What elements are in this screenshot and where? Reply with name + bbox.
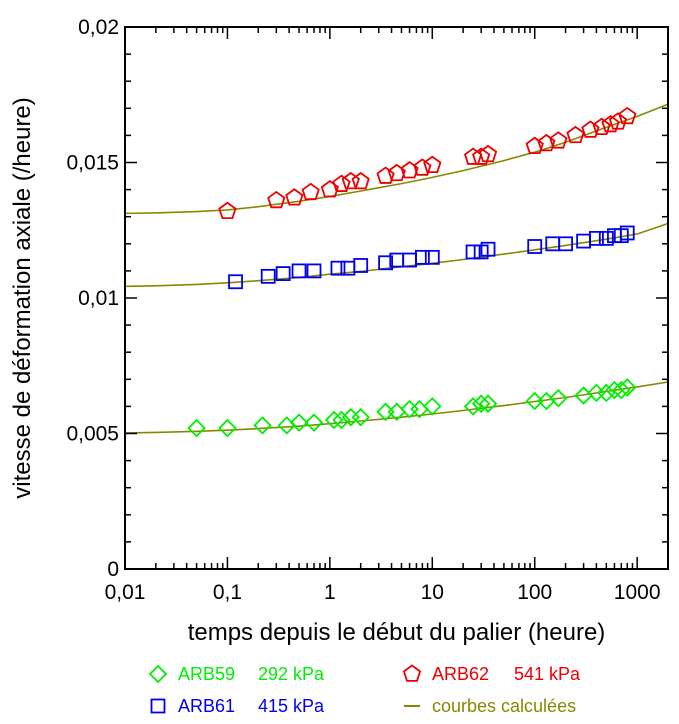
data-point-arb62: [332, 174, 351, 192]
data-point-arb59: [612, 380, 631, 400]
data-point-arb59: [187, 418, 206, 438]
data-point-arb59: [617, 378, 637, 397]
data-point-arb61: [619, 225, 635, 241]
data-point-arb59: [478, 394, 498, 413]
data-point-arb62: [387, 163, 406, 182]
y-tick-label: 0,01: [78, 287, 119, 310]
legend-value: 415 kPa: [258, 696, 325, 716]
data-point-arb62: [413, 158, 432, 176]
legend-marker-pentagon: [402, 664, 422, 682]
plot-frame: [124, 26, 669, 570]
y-axis-title: vitesse de déformation axiale (/heure): [9, 97, 36, 499]
x-tick-label: 0,01: [105, 581, 146, 604]
data-point-arb61: [424, 249, 440, 265]
legend-marker-diamond: [148, 664, 168, 684]
data-point-arb61: [275, 266, 291, 282]
legend-marker-square: [150, 698, 166, 714]
data-point-arb62: [525, 136, 544, 155]
data-point-arb62: [592, 117, 611, 136]
x-tick-label: 1: [324, 581, 336, 604]
data-point-arb62: [566, 125, 585, 144]
legend: ARB59 292 kPa ARB62 541 kPa ARB61 415 kPa cour…: [148, 664, 581, 716]
data-point-arb59: [597, 383, 616, 403]
data-point-arb62: [341, 171, 360, 190]
data-point-arb62: [376, 166, 395, 184]
x-tick-label: 1000: [614, 581, 661, 604]
data-point-arb61: [598, 230, 614, 246]
x-tick-label: 10: [421, 581, 444, 604]
data-point-arb61: [527, 239, 543, 254]
x-tick-label: 100: [517, 581, 552, 604]
data-point-arb59: [253, 416, 272, 435]
data-point-arb59: [423, 397, 442, 416]
data-point-arb59: [277, 416, 297, 435]
legend-value: 292 kPa: [258, 664, 325, 684]
legend-label: courbes calculées: [432, 696, 576, 716]
x-tick-label: 0,1: [213, 581, 242, 604]
data-point-arb59: [218, 418, 237, 438]
data-point-arb61: [378, 255, 393, 271]
data-point-arb62: [601, 114, 620, 133]
data-point-arb62: [301, 182, 320, 201]
axis-ticks: [124, 26, 669, 570]
calculated-curves: [124, 103, 669, 434]
data-point-arb61: [353, 258, 369, 273]
data-point-arb62: [285, 188, 304, 206]
data-point-arb62: [218, 201, 237, 220]
legend-label: ARB61: [178, 696, 235, 716]
data-point-arb61: [465, 244, 481, 260]
data-point-arb61: [228, 274, 243, 290]
data-point-arb59: [549, 388, 568, 408]
data-point-arb61: [291, 263, 307, 279]
data-point-arb59: [471, 394, 491, 413]
data-point-arb62: [549, 131, 568, 149]
data-point-arb59: [463, 397, 483, 416]
data-point-arb59: [332, 410, 351, 430]
data-point-arb59: [400, 399, 419, 419]
data-point-arb61: [330, 260, 346, 276]
data-point-arb61: [589, 230, 604, 246]
data-point-arb62: [320, 179, 340, 198]
data-point-arb59: [537, 391, 556, 411]
y-tick-label: 0,015: [66, 152, 119, 175]
x-axis-title: temps depuis le début du palier (heure): [188, 619, 606, 646]
data-point-arb61: [414, 249, 430, 265]
data-point-arb62: [351, 171, 370, 190]
data-point-arb62: [618, 106, 637, 125]
data-point-arb62: [478, 144, 498, 163]
data-point-arb62: [608, 112, 628, 130]
data-point-arb62: [423, 155, 442, 173]
data-point-arb61: [558, 236, 573, 252]
data-points: [187, 106, 637, 438]
legend-label: ARB59: [178, 664, 235, 684]
data-point-arb61: [306, 263, 322, 279]
data-point-arb62: [581, 120, 600, 138]
y-tick-label: 0,005: [66, 423, 119, 446]
data-point-arb59: [304, 413, 324, 432]
data-point-arb61: [576, 233, 592, 249]
y-tick-label: 0,02: [78, 16, 119, 39]
axis-tick-labels: 0,01 0,1 1 10 100 1000 0 0,005 0,01 0,015 0,02: [66, 16, 660, 604]
data-point-arb62: [400, 161, 419, 179]
data-point-arb59: [289, 413, 309, 432]
data-point-arb59: [351, 407, 370, 427]
y-tick-label: 0: [107, 558, 119, 581]
data-point-arb62: [537, 133, 556, 152]
data-point-arb61: [260, 268, 276, 284]
data-point-arb62: [267, 190, 286, 209]
data-point-arb59: [324, 410, 344, 430]
legend-value: 541 kPa: [514, 664, 581, 684]
data-point-arb61: [480, 241, 496, 257]
legend-label: ARB62: [432, 664, 489, 684]
calculated-curve-1: [124, 381, 669, 434]
calculated-curve-2: [124, 222, 669, 288]
data-point-arb62: [472, 147, 491, 165]
calculated-curve-3: [124, 103, 669, 215]
